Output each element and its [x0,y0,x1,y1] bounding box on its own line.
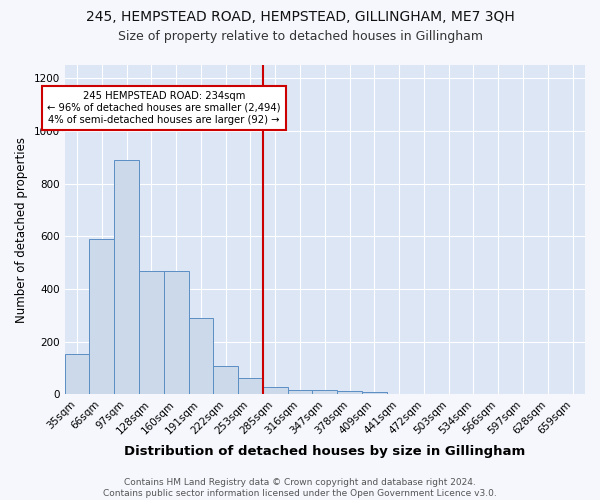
Text: Size of property relative to detached houses in Gillingham: Size of property relative to detached ho… [118,30,482,43]
Bar [65,354,89,395]
Bar [188,318,214,394]
Y-axis label: Number of detached properties: Number of detached properties [15,136,28,322]
Bar [313,390,337,394]
Bar [287,390,313,394]
Bar [89,239,114,394]
Bar [164,270,188,394]
X-axis label: Distribution of detached houses by size in Gillingham: Distribution of detached houses by size … [124,444,526,458]
Bar [214,366,238,394]
Bar [114,160,139,394]
Bar [362,392,387,394]
Bar [238,378,263,394]
Bar [337,392,362,394]
Bar [263,386,287,394]
Text: Contains HM Land Registry data © Crown copyright and database right 2024.
Contai: Contains HM Land Registry data © Crown c… [103,478,497,498]
Text: 245, HEMPSTEAD ROAD, HEMPSTEAD, GILLINGHAM, ME7 3QH: 245, HEMPSTEAD ROAD, HEMPSTEAD, GILLINGH… [86,10,514,24]
Bar [139,270,164,394]
Text: 245 HEMPSTEAD ROAD: 234sqm
← 96% of detached houses are smaller (2,494)
4% of se: 245 HEMPSTEAD ROAD: 234sqm ← 96% of deta… [47,92,281,124]
